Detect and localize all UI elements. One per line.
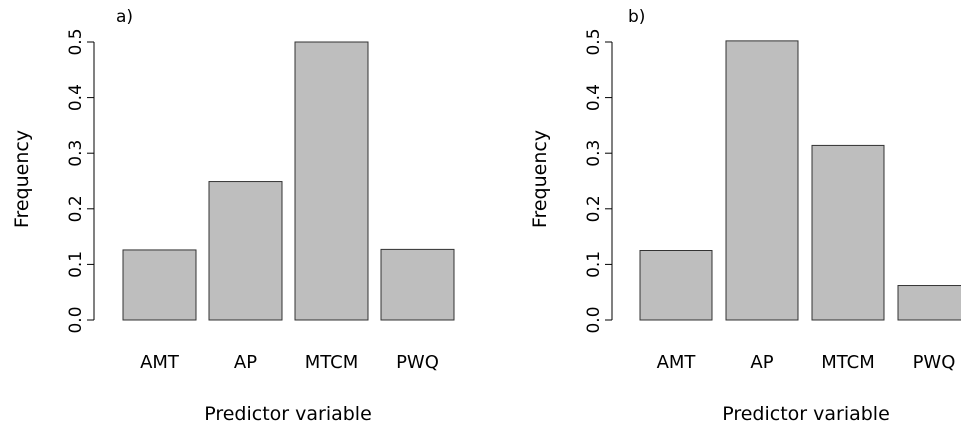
y-tick-label: 0.2: [66, 195, 86, 222]
bar-ap: [208, 181, 283, 321]
x-tick-label-pwq: PWQ: [396, 352, 439, 373]
chart-panel-b: AMT AP MTCM PWQ 0.0 0.1 0.2 0.3 0.4 0.5 Frequency P…: [529, 7, 961, 425]
bar-pwq: [380, 248, 455, 321]
bar-pwq: [897, 285, 961, 321]
y-axis-title: Frequency: [11, 130, 33, 228]
y-tick-label: 0.3: [584, 140, 604, 167]
y-tick-label: 0.0: [584, 306, 604, 333]
x-tick-label-ap: AP: [750, 352, 773, 373]
chart-panel-a: AMT AP MTCM PWQ 0.0 0.1 0.2 0.3 0.4 0.5 Frequency P…: [11, 7, 455, 425]
bar-amt: [122, 249, 197, 321]
bar-ap: [725, 40, 799, 321]
bar-mtcm: [811, 144, 885, 321]
bar-amt: [639, 250, 713, 321]
x-axis-title: Predictor variable: [204, 403, 372, 425]
y-tick-label: 0.5: [584, 28, 604, 55]
x-tick-label-mtcm: MTCM: [821, 352, 875, 373]
y-tick-label: 0.4: [66, 84, 86, 111]
y-axis-title: Frequency: [529, 130, 551, 228]
y-tick-label: 0.3: [66, 140, 86, 167]
x-tick-label-amt: AMT: [657, 352, 697, 373]
x-tick-label-pwq: PWQ: [913, 352, 956, 373]
y-tick-label: 0.1: [66, 251, 86, 278]
y-tick-label: 0.2: [584, 195, 604, 222]
y-tick-label: 0.5: [66, 28, 86, 55]
y-tick-label: 0.1: [584, 251, 604, 278]
y-tick-label: 0.4: [584, 84, 604, 111]
x-tick-label-amt: AMT: [140, 352, 180, 373]
x-tick-label-mtcm: MTCM: [305, 352, 359, 373]
y-tick-label: 0.0: [66, 306, 86, 333]
x-axis-title: Predictor variable: [722, 403, 890, 425]
panel-label: b): [628, 7, 645, 27]
panel-label: a): [116, 7, 133, 27]
x-tick-label-ap: AP: [234, 352, 257, 373]
bar-mtcm: [294, 41, 369, 321]
